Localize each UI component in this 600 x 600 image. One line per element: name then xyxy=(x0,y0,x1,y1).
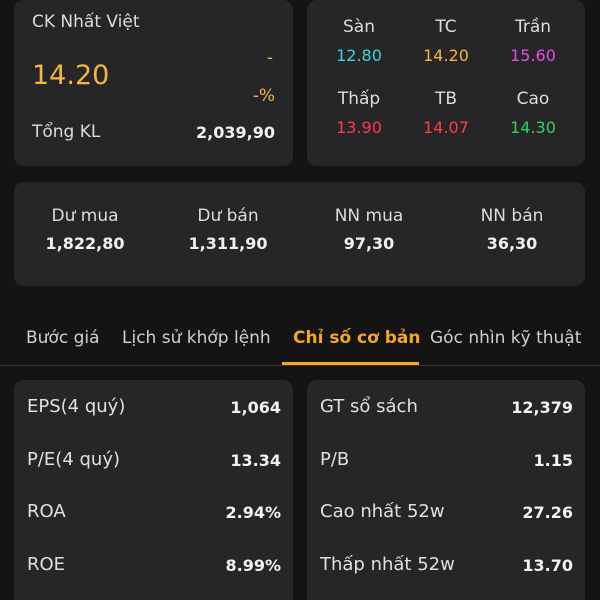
order-flow-card: Dư mua 1,822,80 Dư bán 1,311,90 NN mua 9… xyxy=(14,182,585,286)
low-price-value: 13.90 xyxy=(336,118,382,137)
current-price: 14.20 xyxy=(32,60,110,91)
roa-label: ROA xyxy=(27,501,66,522)
bid-surplus-value: 1,822,80 xyxy=(45,234,125,253)
pb-label: P/B xyxy=(320,449,350,470)
floor-price: Sàn 12.80 xyxy=(313,17,405,65)
reference-price-value: 14.20 xyxy=(423,46,469,65)
eps-value: 1,064 xyxy=(230,398,281,417)
high-price-label: Cao xyxy=(516,89,550,109)
foreign-buy-value: 97,30 xyxy=(343,234,395,253)
reference-price-label: TC xyxy=(435,17,457,37)
foreign-buy: NN mua 97,30 xyxy=(298,206,440,253)
metric-row: Thấp nhất 52w 13.70 xyxy=(307,554,585,584)
info-tabs: Bước giá Lịch sử khớp lệnh Chỉ số cơ bản… xyxy=(0,316,600,366)
metric-row: Cao nhất 52w 27.26 xyxy=(307,501,585,531)
book-value-label: GT sổ sách xyxy=(320,396,418,417)
stock-name: CK Nhất Việt xyxy=(32,12,140,32)
average-price-label: TB xyxy=(434,89,458,109)
ask-surplus-label: Dư bán xyxy=(197,206,259,226)
metric-row: ROE 8.99% xyxy=(14,554,293,584)
floor-price-label: Sàn xyxy=(343,17,375,37)
stock-summary-card: CK Nhất Việt 14.20 - -% Tổng KL 2,039,90 xyxy=(14,0,293,166)
low-price: Thấp 13.90 xyxy=(313,89,405,137)
pe-value: 13.34 xyxy=(230,451,281,470)
low-52w-label: Thấp nhất 52w xyxy=(320,554,455,575)
tab-fundamentals[interactable]: Chỉ số cơ bản xyxy=(293,328,421,348)
tabs-divider xyxy=(0,365,600,366)
floor-price-value: 12.80 xyxy=(336,46,382,65)
price-change-percent: -% xyxy=(252,86,275,106)
metric-row: ROA 2.94% xyxy=(14,501,293,531)
reference-price: TC 14.20 xyxy=(400,17,492,65)
book-value-value: 12,379 xyxy=(511,398,573,417)
total-volume-value: 2,039,90 xyxy=(196,123,275,142)
price-change: - xyxy=(266,48,273,68)
foreign-sell-label: NN bán xyxy=(480,206,544,226)
roa-value: 2.94% xyxy=(225,503,281,522)
pe-label: P/E(4 quý) xyxy=(27,449,120,470)
foreign-sell-value: 36,30 xyxy=(486,234,538,253)
metric-row: P/E(4 quý) 13.34 xyxy=(14,449,293,479)
metric-row: EPS(4 quý) 1,064 xyxy=(14,396,293,426)
pb-value: 1.15 xyxy=(533,451,573,470)
fundamentals-left-card: EPS(4 quý) 1,064 P/E(4 quý) 13.34 ROA 2.… xyxy=(14,380,293,600)
bid-surplus-label: Dư mua xyxy=(51,206,119,226)
ask-surplus-value: 1,311,90 xyxy=(188,234,268,253)
average-price: TB 14.07 xyxy=(400,89,492,137)
tab-technical-view[interactable]: Góc nhìn kỹ thuật xyxy=(430,328,582,348)
high-price: Cao 14.30 xyxy=(487,89,579,137)
bid-surplus: Dư mua 1,822,80 xyxy=(14,206,156,253)
tab-match-history[interactable]: Lịch sử khớp lệnh xyxy=(122,328,271,348)
fundamentals-right-card: GT sổ sách 12,379 P/B 1.15 Cao nhất 52w … xyxy=(307,380,585,600)
low-price-label: Thấp xyxy=(337,89,381,109)
ask-surplus: Dư bán 1,311,90 xyxy=(157,206,299,253)
ceiling-price-label: Trần xyxy=(514,17,552,37)
foreign-sell: NN bán 36,30 xyxy=(441,206,583,253)
active-tab-indicator xyxy=(282,362,419,365)
high-price-value: 14.30 xyxy=(510,118,556,137)
low-52w-value: 13.70 xyxy=(522,556,573,575)
price-levels-card: Sàn 12.80 TC 14.20 Trần 15.60 Thấp 13.90… xyxy=(307,0,585,166)
ceiling-price: Trần 15.60 xyxy=(487,17,579,65)
high-52w-value: 27.26 xyxy=(522,503,573,522)
ceiling-price-value: 15.60 xyxy=(510,46,556,65)
metric-row: GT sổ sách 12,379 xyxy=(307,396,585,426)
eps-label: EPS(4 quý) xyxy=(27,396,126,417)
tab-price-steps[interactable]: Bước giá xyxy=(26,328,100,348)
average-price-value: 14.07 xyxy=(423,118,469,137)
roe-value: 8.99% xyxy=(225,556,281,575)
roe-label: ROE xyxy=(27,554,66,575)
foreign-buy-label: NN mua xyxy=(334,206,404,226)
high-52w-label: Cao nhất 52w xyxy=(320,501,445,522)
total-volume-label: Tổng KL xyxy=(32,122,101,142)
metric-row: P/B 1.15 xyxy=(307,449,585,479)
